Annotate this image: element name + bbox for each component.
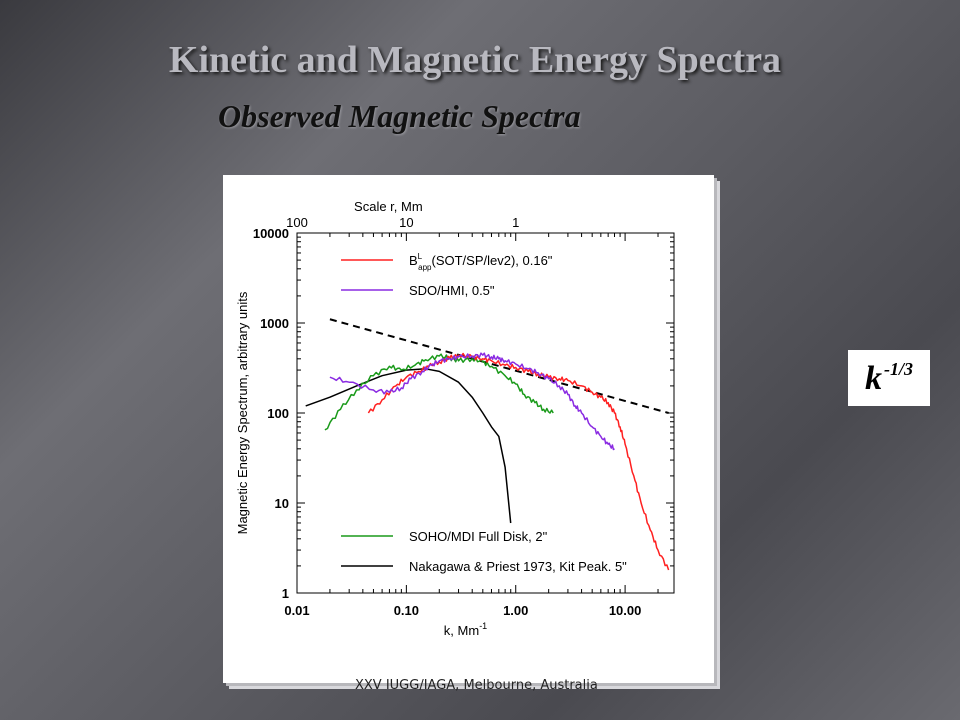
top-axis-label: Scale r, Mm <box>354 199 423 214</box>
slide-title: Kinetic and Magnetic Energy Spectra <box>168 39 782 81</box>
top-tick-label: 100 <box>286 215 308 230</box>
x-tick-label: 0.10 <box>394 603 419 618</box>
power-law-label: k -1/3 <box>865 358 913 397</box>
y-tick-label: 10000 <box>253 226 289 241</box>
power-law-annotation: k -1/3 <box>848 350 930 406</box>
x-tick-label: 10.00 <box>609 603 642 618</box>
series-line-1 <box>329 352 615 451</box>
legend-label-2: SOHO/MDI Full Disk, 2" <box>409 529 548 544</box>
series-line-2 <box>324 353 554 431</box>
y-tick-label: 10 <box>275 496 289 511</box>
y-tick-label: 1000 <box>260 316 289 331</box>
legend-label-3: Nakagawa & Priest 1973, Kit Peak. 5" <box>409 559 627 574</box>
reference-dashed-line <box>329 318 669 414</box>
legend-label-1: SDO/HMI, 0.5" <box>409 283 495 298</box>
top-tick-label: 10 <box>399 215 413 230</box>
spectrum-figure: 0.01 0.10 1.00 10.00 1 10 100 1000 10000 100 10 1 Sc… <box>223 175 714 683</box>
x-axis-label: k, Mm-1 <box>444 621 487 638</box>
legend-label-0: BL app(SOT/SP/lev2), 0.16" <box>409 252 553 272</box>
y-axis-label: Magnetic Energy Spectrum, arbitrary unit… <box>235 291 250 534</box>
slide-footer: XXV IUGG/IAGA, Melbourne, Australia <box>355 678 598 693</box>
y-tick-label: 100 <box>267 406 289 421</box>
series-line-3 <box>305 368 512 524</box>
x-tick-label: 1.00 <box>503 603 528 618</box>
y-tick-label: 1 <box>282 586 289 601</box>
top-tick-label: 1 <box>512 215 519 230</box>
slide-subtitle: Observed Magnetic Spectra <box>218 98 581 134</box>
x-tick-label: 0.01 <box>284 603 309 618</box>
